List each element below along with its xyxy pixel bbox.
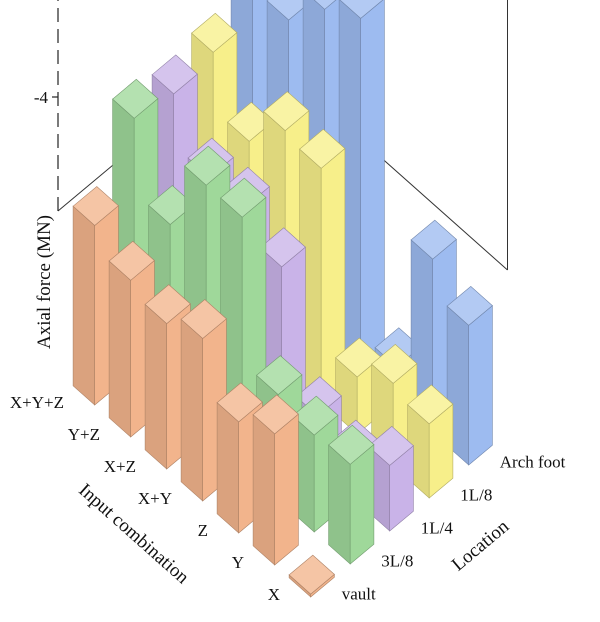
bar-face-top	[292, 395, 339, 436]
bar	[407, 384, 454, 499]
bar-face-top	[112, 78, 159, 119]
combination-tick-label: Y+Z	[68, 425, 100, 444]
combination-tick-label: Y	[232, 553, 244, 572]
bar-face-top	[339, 0, 384, 19]
bar-face-right	[360, 0, 385, 370]
bar-face-top	[220, 177, 267, 218]
bar-face-top	[108, 240, 155, 281]
bar-face-top	[180, 299, 227, 339]
bar	[338, 0, 385, 370]
bar	[180, 299, 227, 502]
z-axis-title: Axial force (MN)	[34, 215, 55, 349]
bar-face-top	[328, 424, 375, 465]
bar-face-top	[410, 219, 457, 260]
bar	[288, 554, 335, 598]
bar-face-top	[144, 284, 191, 324]
bar-face-left	[216, 401, 239, 534]
bar-face-top	[72, 186, 119, 226]
bar-face-top	[313, 0, 337, 10]
bar-face-left	[328, 444, 351, 565]
bar-face-top	[216, 382, 263, 423]
combination-tick-label: X+Z	[104, 457, 136, 476]
bar-face-left	[72, 205, 95, 406]
bar-face-top	[151, 54, 198, 95]
bar-face-right	[349, 443, 375, 565]
combination-tick-label: Z	[198, 521, 208, 540]
bar-face-left	[144, 303, 167, 470]
bar	[252, 394, 299, 566]
bar-face-top	[446, 286, 493, 326]
bar-face-top	[299, 128, 346, 169]
bar-face-top	[288, 554, 335, 595]
location-tick-label: 1L/4	[421, 519, 454, 538]
bar-face-top	[252, 394, 299, 435]
combination-axis-title: Input combination	[74, 480, 193, 589]
location-tick-label: vault	[342, 585, 376, 604]
combination-tick-label: X+Y	[138, 489, 172, 508]
chart-bars	[72, 0, 493, 598]
location-tick-label: 3L/8	[381, 552, 413, 571]
combination-tick-label: X+Y+Z	[10, 393, 64, 412]
bar	[328, 424, 375, 565]
bar-face-right	[274, 413, 299, 566]
bar-face-top	[259, 227, 306, 268]
z-tick-label: -4	[34, 88, 49, 107]
bar-face-top	[407, 384, 454, 425]
bar-face-top	[191, 12, 238, 53]
bar	[367, 426, 414, 532]
location-tick-label: 1L/8	[460, 486, 492, 505]
bar-face-top	[371, 344, 418, 384]
combination-tick-label: X	[268, 585, 280, 604]
bar-face-left	[108, 260, 131, 438]
bar-face-top	[367, 426, 414, 466]
bar-face-top	[263, 91, 310, 131]
bar-face-top	[256, 355, 303, 395]
bar-face-left	[252, 414, 276, 566]
location-tick-label: Arch foot	[500, 453, 566, 472]
bar-face-top	[184, 145, 231, 186]
location-axis-title: Location	[448, 516, 514, 576]
bar	[446, 286, 493, 466]
bar-face-right	[468, 304, 493, 466]
bar-face-left	[180, 318, 203, 502]
